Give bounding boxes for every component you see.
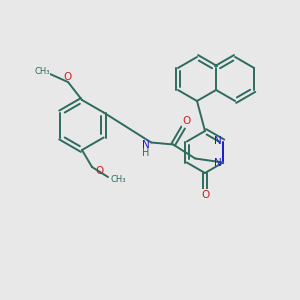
Text: CH₃: CH₃ — [110, 176, 126, 184]
Text: O: O — [95, 166, 103, 176]
Text: O: O — [182, 116, 190, 127]
Text: O: O — [63, 72, 71, 82]
Text: CH₃: CH₃ — [34, 67, 50, 76]
Text: N: N — [214, 136, 222, 146]
Text: H: H — [142, 148, 150, 158]
Text: N: N — [214, 158, 222, 169]
Text: N: N — [142, 140, 150, 151]
Text: O: O — [201, 190, 209, 200]
